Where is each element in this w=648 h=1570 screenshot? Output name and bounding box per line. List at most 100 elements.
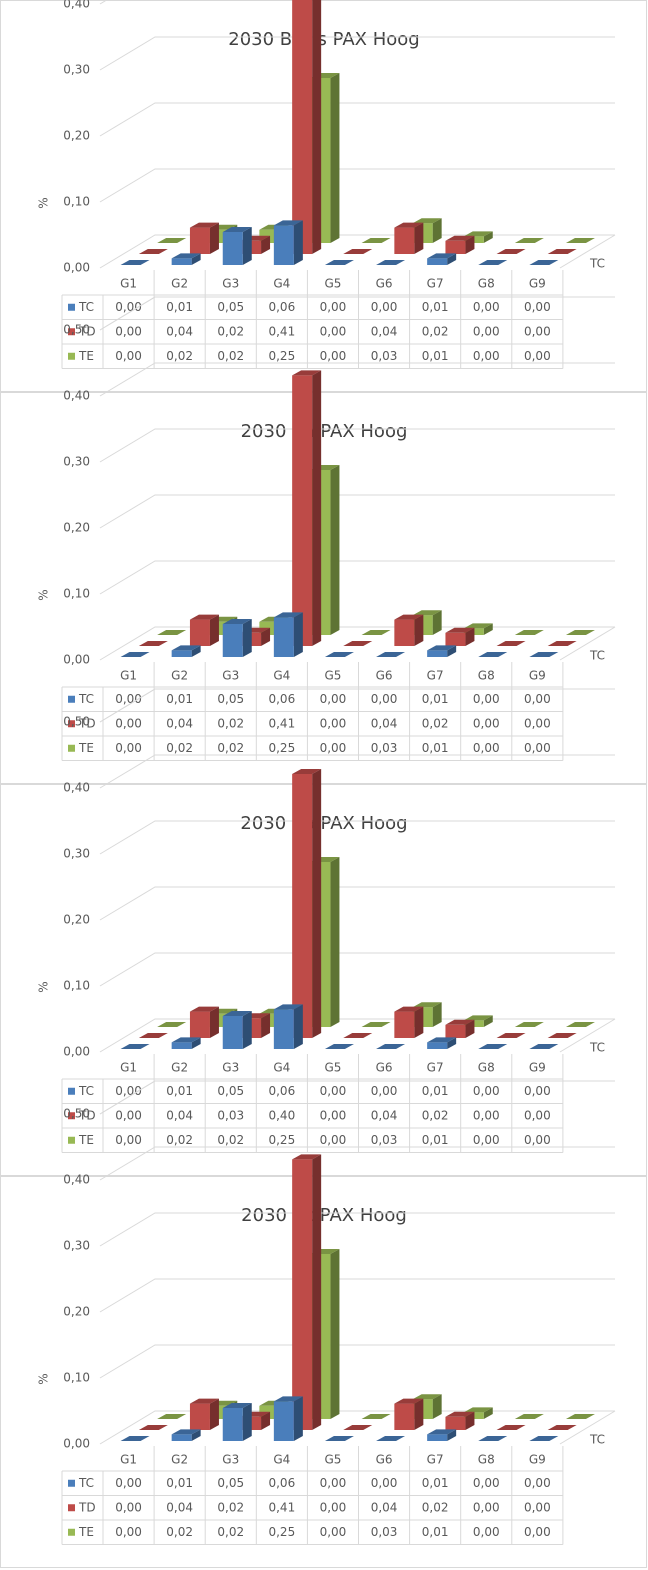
x-tick-label: G4 xyxy=(273,1453,290,1467)
table-cell: 0,04 xyxy=(166,1108,193,1122)
bar-front xyxy=(292,774,313,1038)
bar-top xyxy=(138,1033,168,1038)
bar-top xyxy=(529,1436,559,1441)
table-cell: 0,02 xyxy=(422,324,449,338)
y-tick-label: 0,30 xyxy=(63,455,90,469)
bar-top xyxy=(514,238,544,243)
legend-swatch xyxy=(68,720,75,728)
legend-swatch xyxy=(68,1112,75,1120)
y-tick-label: 0,50 xyxy=(63,1107,90,1121)
bar-top xyxy=(565,630,595,635)
legend-label: TC xyxy=(78,1084,94,1098)
depth-axis-label: TC xyxy=(589,257,605,271)
bar-side xyxy=(330,73,340,243)
x-tick-label: G3 xyxy=(222,1061,239,1075)
x-tick-label: G9 xyxy=(529,277,546,291)
grid-line xyxy=(99,626,615,661)
bar-top xyxy=(412,218,442,224)
bar-side xyxy=(242,1011,252,1049)
table-cell: 0,00 xyxy=(320,1084,347,1098)
grid-line xyxy=(99,754,615,789)
table-cell: 0,00 xyxy=(320,741,347,755)
table-cell: 0,00 xyxy=(473,716,500,730)
table-cell: 0,02 xyxy=(217,1133,244,1147)
bar-top xyxy=(157,630,187,635)
x-tick-label: G6 xyxy=(376,1453,393,1467)
legend-label: TD xyxy=(78,716,96,730)
table-cell: 0,06 xyxy=(268,1084,295,1098)
bar-top xyxy=(445,235,475,241)
bar-front xyxy=(189,619,210,646)
chart: 2030 Basis PAX Hoog% TC 0,00 0,10 0,20 0,30 0,… xyxy=(0,0,647,392)
bar-top xyxy=(171,1037,201,1043)
table-cell: 0,05 xyxy=(217,692,244,706)
table-cell: 0,06 xyxy=(268,692,295,706)
table-cell: 0,00 xyxy=(524,741,551,755)
table-cell: 0,06 xyxy=(268,1476,295,1490)
x-tick-label: G1 xyxy=(120,669,137,683)
y-tick-label: 0,00 xyxy=(63,1437,90,1451)
table-cell: 0,02 xyxy=(166,741,193,755)
chart-title: 2030 2a PAX Hoog xyxy=(241,421,408,442)
table-cell: 0,00 xyxy=(473,692,500,706)
bar-side xyxy=(261,1013,271,1038)
bar-front xyxy=(222,232,243,265)
bar-side xyxy=(191,1429,201,1441)
table-cell: 0,00 xyxy=(320,1525,347,1539)
table-cell: 0,00 xyxy=(524,1476,551,1490)
table-cell: 0,02 xyxy=(217,324,244,338)
y-tick-label: 0,40 xyxy=(63,781,90,795)
bar-front xyxy=(171,258,192,265)
bar-front xyxy=(222,1408,243,1441)
table-cell: 0,04 xyxy=(166,716,193,730)
bar-front xyxy=(189,1011,210,1038)
table-cell: 0,01 xyxy=(422,1133,449,1147)
bar-side xyxy=(312,1154,322,1430)
bar-top xyxy=(514,1022,544,1027)
table-cell: 0,01 xyxy=(166,300,193,314)
x-tick-label: G9 xyxy=(529,669,546,683)
depth-axis-label: TC xyxy=(589,649,605,663)
bar-top xyxy=(376,1044,406,1049)
table-cell: 0,00 xyxy=(473,349,500,363)
bar-top xyxy=(565,1414,595,1419)
bar-side xyxy=(447,645,457,657)
bar-front xyxy=(445,1024,466,1038)
y-tick-label: 0,10 xyxy=(63,979,90,993)
bar-front xyxy=(171,1434,192,1441)
bar-top xyxy=(463,1015,493,1021)
bar-top xyxy=(292,370,322,376)
bar-top xyxy=(189,614,219,620)
bar-side xyxy=(465,1019,475,1038)
table-cell: 0,00 xyxy=(320,692,347,706)
bar-side xyxy=(261,1411,271,1430)
grid-line xyxy=(99,168,615,203)
table-cell: 0,00 xyxy=(473,1525,500,1539)
table-cell: 0,00 xyxy=(524,1525,551,1539)
legend-label: TE xyxy=(78,349,94,363)
bar-side xyxy=(465,1411,475,1430)
table-cell: 0,01 xyxy=(422,300,449,314)
table-cell: 0,41 xyxy=(268,324,295,338)
bar-top xyxy=(496,641,526,646)
y-tick-label: 0,40 xyxy=(63,0,90,11)
bar-top xyxy=(222,1403,252,1408)
bar-top xyxy=(412,1002,442,1008)
bar-top xyxy=(376,260,406,265)
bar-side xyxy=(293,612,303,657)
y-tick-label: 0,10 xyxy=(63,1371,90,1385)
x-tick-label: G2 xyxy=(171,1453,188,1467)
bar-top xyxy=(529,1044,559,1049)
y-tick-label: 0,40 xyxy=(63,1173,90,1187)
grid-line xyxy=(99,362,615,397)
table-cell: 0,05 xyxy=(217,1476,244,1490)
table-cell: 0,00 xyxy=(115,1500,142,1514)
bar-top xyxy=(138,1425,168,1430)
bar-side xyxy=(209,222,219,254)
bar-side xyxy=(312,0,322,254)
table-cell: 0,01 xyxy=(422,1084,449,1098)
bar-top xyxy=(547,641,577,646)
table-cell: 0,01 xyxy=(166,1084,193,1098)
table-cell: 0,00 xyxy=(320,324,347,338)
